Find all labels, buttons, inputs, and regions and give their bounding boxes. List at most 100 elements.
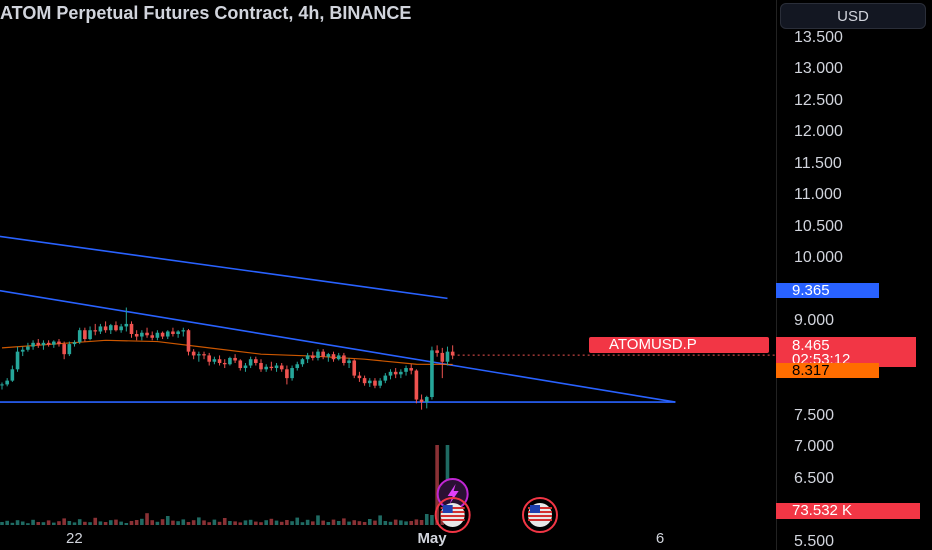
candle-body <box>419 399 424 403</box>
candle-body <box>124 323 129 327</box>
price-axis-label: 6.500 <box>794 469 835 487</box>
candle-body <box>88 330 92 340</box>
candle-body <box>77 330 82 343</box>
volume-bar <box>202 520 206 525</box>
candle-body <box>383 375 388 381</box>
candle-body <box>316 351 320 358</box>
volume-bar <box>430 515 434 525</box>
lightning-icon-bolt <box>447 484 459 504</box>
price-axis-divider <box>776 0 777 550</box>
candle-body <box>259 362 263 370</box>
volume-bar <box>217 521 222 525</box>
candlesticks <box>0 307 455 410</box>
volume-bars <box>0 445 455 525</box>
volume-bar <box>414 519 419 525</box>
us-flag-icon-stripe <box>440 515 465 517</box>
price-axis-label: 9.000 <box>794 312 835 330</box>
candle-body <box>129 323 134 334</box>
volume-bar <box>129 521 134 525</box>
volume-bar <box>134 520 139 525</box>
volume-bar <box>300 522 305 525</box>
volume-bar <box>285 520 289 525</box>
trend-line <box>0 235 448 300</box>
candle-body <box>114 325 118 331</box>
candle-body <box>176 331 180 334</box>
volume-bar <box>311 521 315 525</box>
volume-bar <box>388 521 393 525</box>
candle-body <box>347 360 351 363</box>
volume-bar <box>228 521 232 525</box>
candle-body <box>336 355 341 360</box>
price-axis-label: 13.000 <box>794 60 843 78</box>
last-price-tag: 8.465 02:53:12 <box>776 337 916 367</box>
trend-lines <box>0 235 776 403</box>
volume-bar <box>367 519 372 525</box>
price-axis-label: 5.500 <box>794 533 835 550</box>
candle-body <box>98 326 103 332</box>
candle-body <box>238 360 243 369</box>
volume-bar <box>248 519 253 525</box>
currency-button[interactable]: USD <box>780 3 926 29</box>
volume-bar <box>160 519 165 525</box>
candle-body <box>181 330 186 332</box>
candle-body <box>430 350 434 398</box>
us-flag-icon-stripe <box>440 519 465 521</box>
candle-body <box>171 331 175 334</box>
volume-bar <box>316 515 320 525</box>
us-flag-icon-stripe <box>528 515 552 517</box>
time-axis-label: May <box>417 530 447 547</box>
price-axis-label: 10.000 <box>794 249 843 267</box>
volume-bar <box>321 520 325 525</box>
candle-body <box>378 380 382 386</box>
candle-body <box>424 397 429 403</box>
candle-body <box>352 360 357 376</box>
candle-body <box>414 370 419 400</box>
candle-body <box>357 375 362 379</box>
candle-body <box>222 362 227 365</box>
candle-body <box>26 346 30 350</box>
candle-body <box>233 357 237 361</box>
candle-body <box>31 342 35 347</box>
us-flag-icon-stripe <box>528 519 552 521</box>
volume-bar <box>362 522 367 525</box>
volume-bar <box>378 515 382 525</box>
candle-body <box>197 354 201 356</box>
candle-body <box>207 355 211 362</box>
volume-bar <box>233 521 237 525</box>
candle-body <box>254 359 258 363</box>
candle-body <box>10 369 15 381</box>
candle-body <box>243 365 248 369</box>
volume-bar <box>197 517 201 525</box>
volume-bar <box>331 519 336 525</box>
candle-body <box>150 335 155 338</box>
price-axis-label: 13.500 <box>794 28 843 46</box>
candle-body <box>399 371 403 375</box>
candle-body <box>228 357 232 365</box>
candle-body <box>450 351 455 356</box>
candle-body <box>440 352 445 362</box>
candle-body <box>212 359 217 362</box>
volume-bar <box>264 520 268 525</box>
price-axis-label: 12.500 <box>794 91 843 109</box>
volume-bar <box>140 518 144 525</box>
volume-bar <box>383 521 388 525</box>
volume-bar <box>171 520 175 525</box>
volume-bar <box>336 521 341 525</box>
volume-bar <box>5 520 9 525</box>
candle-body <box>191 351 196 356</box>
candle-body <box>0 384 4 386</box>
candle-body <box>119 326 123 331</box>
volume-bar <box>26 523 30 525</box>
volume-bar <box>88 522 92 525</box>
candle-body <box>311 355 315 358</box>
volume-bar <box>36 522 41 525</box>
us-flag-icon-ring <box>434 497 471 533</box>
volume-bar <box>145 513 149 525</box>
candle-body <box>15 351 20 370</box>
volume-bar <box>0 522 4 525</box>
volume-bar <box>254 521 258 525</box>
volume-bar <box>165 516 170 525</box>
volume-bar <box>67 521 72 525</box>
volume-bar <box>52 522 56 525</box>
